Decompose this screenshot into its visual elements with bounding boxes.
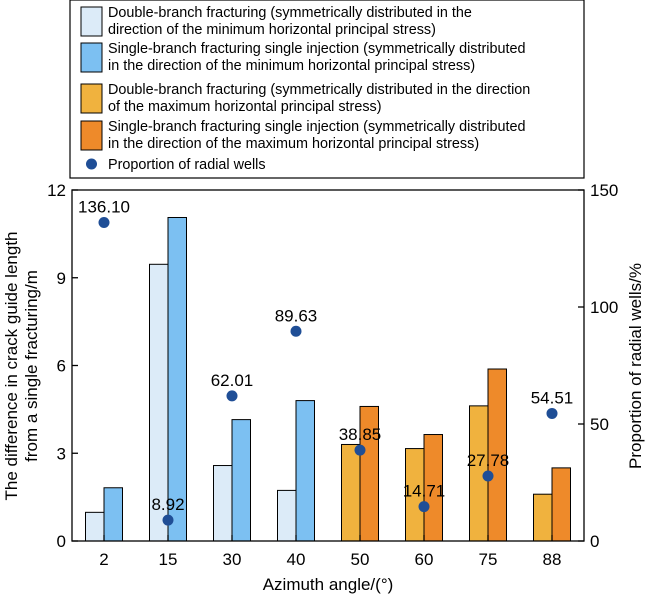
legend-label: direction of the minimum horizontal prin… [108, 22, 436, 38]
bar-double-branch [341, 443, 361, 542]
proportion-points: 136.10 8.92 62.01 89.63 38.85 14.71 27.78 54.51 [78, 198, 573, 526]
x-tick-label: 40 [287, 550, 306, 569]
y-axis-left-title-line2: from a single fracturing/m [22, 270, 41, 462]
legend-label: of the maximum horizontal principal stre… [108, 99, 382, 115]
proportion-point [162, 514, 174, 526]
x-tick-label: 15 [159, 550, 178, 569]
proportion-label: 27.78 [467, 451, 510, 470]
legend-marker [86, 158, 97, 170]
x-tick-label: 50 [351, 550, 370, 569]
legend-swatch [80, 42, 103, 73]
y-left-tick-label: 3 [57, 444, 66, 463]
y-axis-right-title: Proportion of radial wells/% [626, 263, 645, 469]
x-tick-label: 30 [223, 550, 242, 569]
legend-label: Single-branch fracturing single injectio… [108, 119, 526, 135]
bar-single-branch [167, 216, 187, 542]
x-tick-label: 75 [479, 550, 498, 569]
x-tick-label: 60 [415, 550, 434, 569]
bar-single-branch [231, 419, 251, 542]
y-right-tick-label: 100 [590, 298, 618, 317]
y-right-tick-label: 50 [590, 415, 609, 434]
legend-label: in the direction of the minimum horizont… [108, 58, 475, 74]
proportion-label: 38.85 [339, 425, 382, 444]
y-left-tick-label: 9 [57, 269, 66, 288]
y-right-tick-label: 150 [590, 181, 618, 200]
x-axis-title: Azimuth angle/(°) [263, 575, 394, 594]
axes: 0 3 6 9 12 0 50 100 150 2 15 30 40 50 60 75 88 [47, 181, 618, 569]
y-axis-left-title-line1: The difference in crack guide length [2, 231, 21, 500]
legend-box [69, 0, 585, 179]
legend-label: Single-branch fracturing single injectio… [108, 41, 526, 57]
legend-label: Double-branch fracturing (symmetrically … [108, 82, 530, 98]
bar-single-branch [103, 487, 123, 542]
proportion-point [482, 470, 494, 482]
proportion-point [418, 501, 430, 513]
proportion-point [226, 390, 238, 402]
bar-double-branch [277, 489, 297, 542]
proportion-label: 54.51 [531, 388, 574, 407]
legend-label: in the direction of the maximum horizont… [108, 136, 479, 152]
proportion-point [546, 407, 558, 419]
proportion-label: 89.63 [275, 306, 318, 325]
legend: Double-branch fracturing (symmetrically … [69, 0, 585, 179]
bar-single-branch [295, 400, 315, 542]
bar-double-branch [85, 511, 105, 542]
bar-double-branch [533, 493, 553, 542]
legend-swatch [80, 6, 103, 37]
legend-label: Double-branch fracturing (symmetrically … [108, 5, 472, 21]
proportion-label: 14.71 [403, 482, 446, 501]
legend-swatch [80, 83, 103, 114]
legend-swatch [80, 120, 103, 151]
proportion-point [290, 325, 302, 337]
x-tick-label: 2 [99, 550, 108, 569]
proportion-label: 136.10 [78, 198, 130, 217]
plot-frame [71, 189, 585, 542]
legend-label: Proportion of radial wells [108, 157, 266, 173]
y-right-tick-label: 0 [590, 532, 599, 551]
bar-single-branch [551, 467, 571, 542]
y-left-tick-label: 0 [57, 532, 66, 551]
proportion-point [98, 217, 110, 229]
bars [85, 216, 571, 542]
proportion-point [354, 444, 366, 456]
y-left-tick-label: 6 [57, 357, 66, 376]
x-tick-label: 88 [543, 550, 562, 569]
proportion-label: 8.92 [151, 495, 184, 514]
y-left-tick-label: 12 [47, 181, 66, 200]
proportion-label: 62.01 [211, 371, 254, 390]
bar-double-branch [213, 465, 233, 542]
